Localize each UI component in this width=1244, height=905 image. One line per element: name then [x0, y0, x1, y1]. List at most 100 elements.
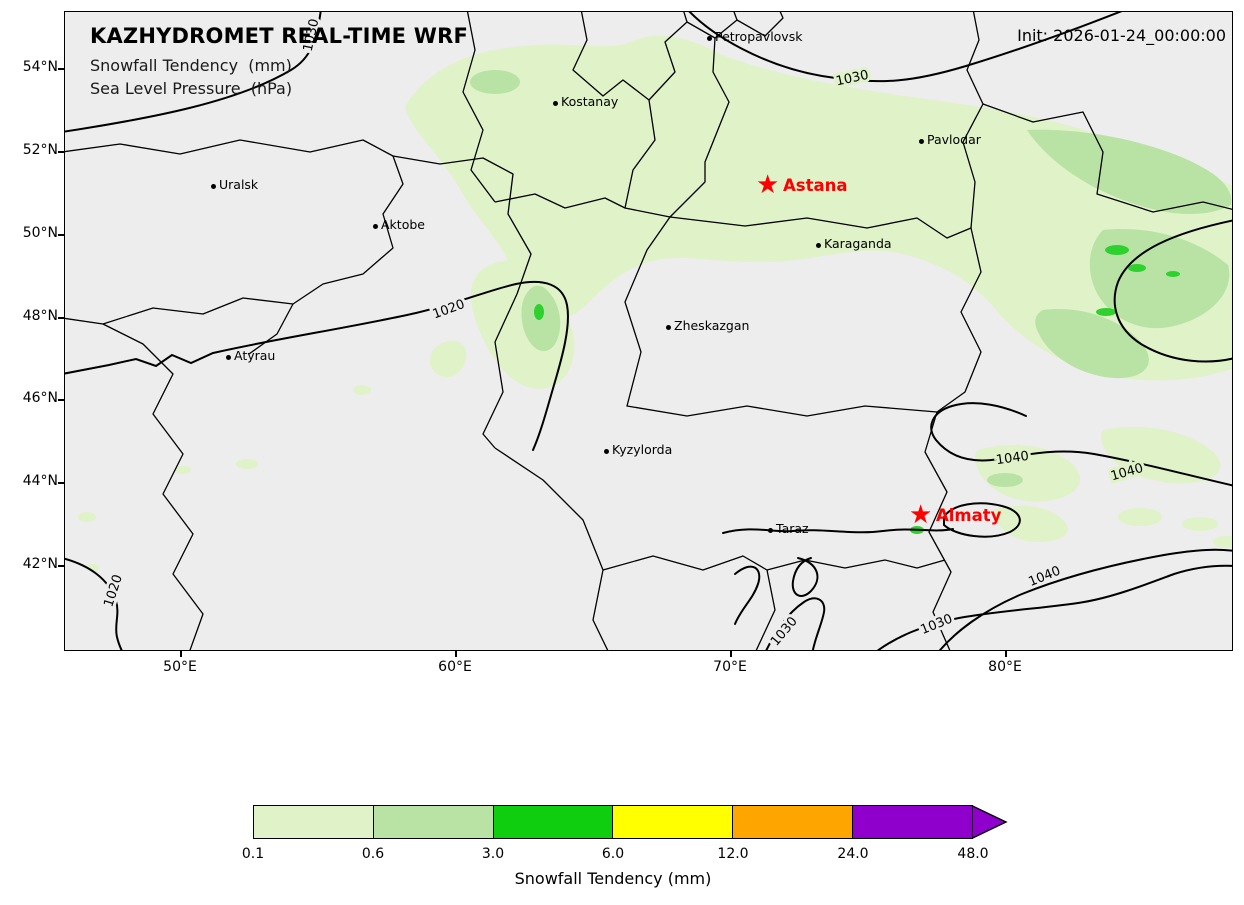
colorbar-tick-label: 12.0: [717, 846, 749, 862]
init-timestamp: Init: 2026-01-24_00:00:00: [1017, 26, 1226, 45]
capital-label: Astana: [783, 176, 848, 195]
city-dot: [815, 242, 821, 248]
star-icon: ★: [909, 500, 933, 530]
x-tick-mark: [180, 651, 182, 657]
colorbar-tick-label: 0.1: [241, 846, 265, 862]
admin-border: [766, 559, 946, 571]
y-tick-mark: [58, 317, 65, 319]
city-dot: [225, 354, 231, 360]
contour-label: 1040: [1109, 461, 1145, 485]
pressure-contour: [65, 12, 322, 133]
admin-border: [482, 293, 518, 449]
star-icon: ★: [756, 170, 780, 200]
snow-patch: [1182, 517, 1218, 531]
colorbar-tick-label: 48.0: [957, 846, 989, 862]
colorbar-segment: [853, 806, 972, 838]
y-tick-mark: [58, 399, 65, 401]
colorbar-tick-label: 24.0: [837, 846, 869, 862]
city-label: Kyzylorda: [612, 442, 673, 457]
city-label: Pavlodar: [927, 132, 981, 147]
x-axis-tick-label: 50°E: [163, 659, 197, 675]
admin-border: [102, 323, 204, 650]
snow-patch: [429, 340, 467, 378]
city-label: Uralsk: [219, 177, 259, 192]
x-tick-mark: [455, 651, 457, 657]
y-tick-mark: [58, 68, 65, 70]
pressure-contour: [938, 548, 1232, 650]
snow-patch: [1128, 264, 1146, 272]
y-axis-tick-label: 48°N: [22, 308, 58, 324]
city-label: Atyrau: [234, 348, 276, 363]
city-dot: [603, 448, 609, 454]
y-axis-tick-label: 52°N: [22, 142, 58, 158]
x-axis-tick-label: 80°E: [988, 659, 1022, 675]
city-label: Taraz: [776, 521, 809, 536]
colorbar-title: Snowfall Tendency (mm): [514, 869, 712, 888]
snow-patch: [78, 512, 96, 522]
snow-patch: [175, 466, 191, 474]
pressure-contour: [688, 12, 1123, 83]
snow-patch: [1027, 129, 1232, 215]
colorbar-tick-label: 6.0: [601, 846, 625, 862]
city-dot: [665, 324, 671, 330]
admin-border: [669, 37, 730, 218]
snow-patch: [470, 70, 520, 94]
pressure-contour: [930, 402, 1232, 487]
city-dot: [552, 100, 558, 106]
y-tick-mark: [58, 482, 65, 484]
pressure-contour: [876, 564, 1232, 650]
snow-patch: [353, 385, 371, 395]
x-tick-mark: [1005, 651, 1007, 657]
snow-patch: [1096, 308, 1116, 316]
contour-label: 1030: [768, 614, 801, 649]
y-axis-tick-label: 44°N: [22, 473, 58, 489]
pressure-contour: [1113, 219, 1232, 363]
y-axis-tick-label: 50°N: [22, 225, 58, 241]
pressure-contours: [65, 12, 1232, 650]
admin-borders: [65, 12, 1232, 650]
city-label: Kostanay: [561, 94, 619, 109]
pressure-contour: [734, 565, 761, 625]
admin-border: [572, 12, 671, 218]
snow-patch: [534, 304, 544, 320]
city-dot: [767, 527, 773, 533]
city-dot: [706, 35, 712, 41]
contour-label: 1020: [431, 297, 467, 322]
colorbar-arrow-shape: [972, 805, 1008, 839]
colorbar-segment: [254, 806, 374, 838]
admin-border: [392, 155, 532, 295]
admin-border: [602, 555, 776, 650]
city-dot: [918, 138, 924, 144]
admin-border: [248, 303, 294, 355]
colorbar-segment: [493, 806, 614, 838]
x-axis-tick-label: 70°E: [713, 659, 747, 675]
snowfall-shading-bright: [534, 245, 1180, 534]
admin-border: [736, 12, 784, 37]
snow-patch: [993, 505, 1068, 542]
admin-border: [686, 12, 738, 39]
city-dot: [210, 183, 216, 189]
map-area: 1030 1030 1020 1020 1040 1040 1040 1030 …: [65, 12, 1232, 650]
admin-border: [494, 193, 626, 209]
snow-patch: [1101, 426, 1221, 484]
page-title: KAZHYDROMET REAL-TIME WRF: [90, 24, 469, 48]
subtitle-pressure: Sea Level Pressure (hPa): [90, 79, 293, 98]
pressure-contour: [943, 502, 1021, 538]
x-tick-mark: [730, 651, 732, 657]
pressure-contour: [65, 557, 123, 650]
admin-border: [982, 103, 1232, 213]
capital-label: Almaty: [936, 506, 1002, 525]
admin-border: [65, 139, 404, 325]
y-axis-tick-label: 42°N: [22, 556, 58, 572]
city-label: Karaganda: [824, 236, 892, 251]
x-axis-tick-label: 60°E: [438, 659, 472, 675]
pressure-contour: [65, 280, 569, 451]
y-tick-mark: [58, 565, 65, 567]
colorbar: [253, 805, 973, 839]
admin-border: [648, 12, 688, 101]
y-tick-mark: [58, 151, 65, 153]
y-tick-mark: [58, 234, 65, 236]
snow-patch: [1035, 309, 1149, 379]
colorbar-segment: [613, 806, 734, 838]
